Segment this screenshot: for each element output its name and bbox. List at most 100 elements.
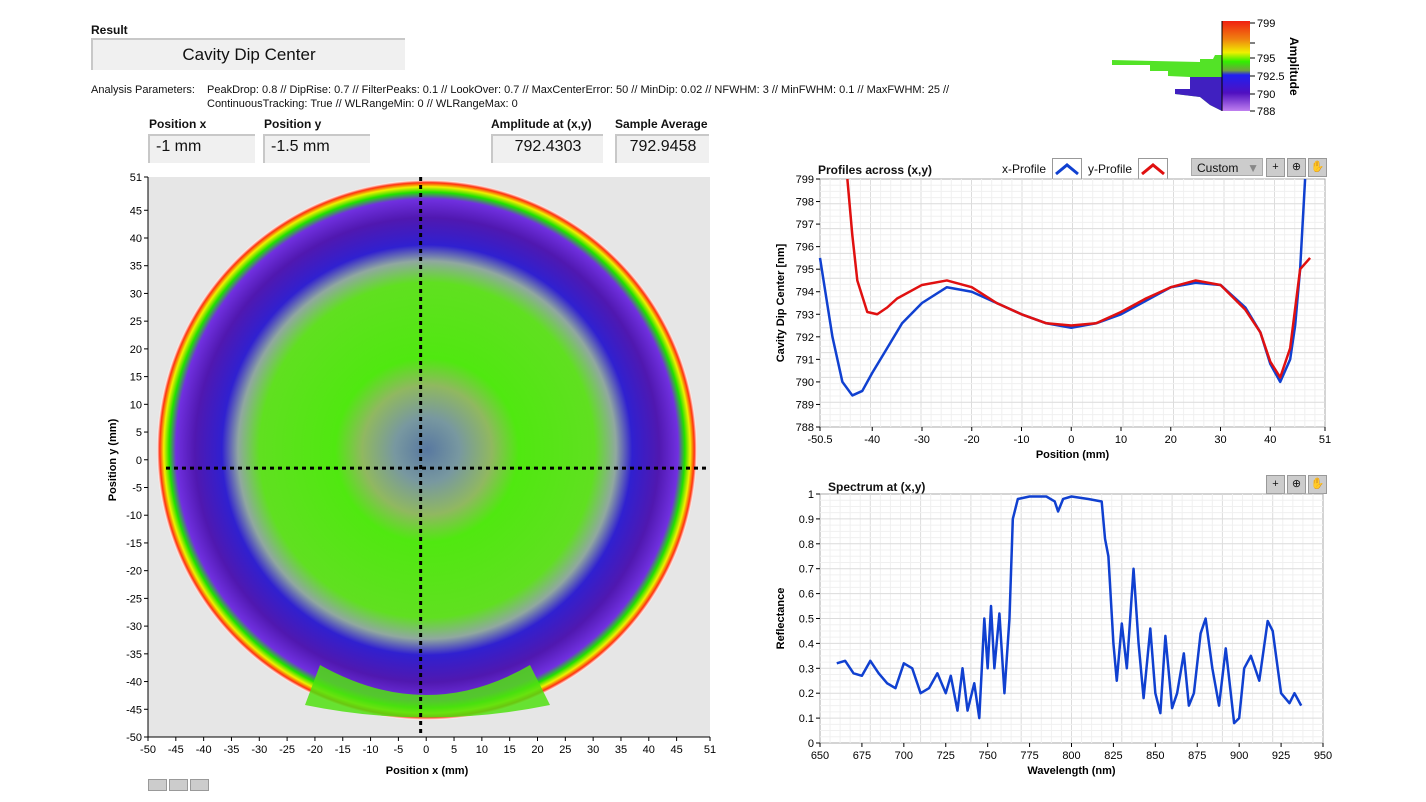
color-bar-tick-label: 792.5 (1257, 71, 1285, 83)
spectrum-x-tick-label: 775 (1020, 750, 1038, 762)
map-x-tick-label: 15 (504, 744, 516, 756)
map-x-tick-label: 30 (587, 744, 599, 756)
spectrum-y-tick-label: 0.7 (799, 564, 814, 576)
profiles-x-tick-label: 40 (1264, 434, 1276, 446)
profiles-y-tick-label: 794 (796, 287, 814, 299)
map-y-tick-label: -10 (126, 510, 142, 522)
position-x-label: Position x (149, 117, 207, 131)
profiles-chart[interactable]: -50.5 -40 -30 -20 -10 0 10 20 30 40 51 799 798 797 796… (760, 170, 1340, 470)
map-x-tick-label: -30 (251, 744, 267, 756)
scale-mode-value: Custom (1197, 161, 1239, 175)
map-y-tick-label: 20 (130, 344, 142, 356)
map-y-tick-label: 45 (130, 205, 142, 217)
pan-hand-icon[interactable]: ✋ (1308, 475, 1327, 494)
sample-average-label: Sample Average (615, 117, 708, 131)
map-x-tick-label: -50 (140, 744, 156, 756)
map-x-tick-label: -35 (224, 744, 240, 756)
color-bar[interactable]: 799 795 792.5 790 788 Amplitude (1100, 15, 1320, 125)
map-y-label: Position y (mm) (107, 418, 119, 501)
spectrum-x-tick-label: 825 (1104, 750, 1122, 762)
profiles-x-tick-label: 10 (1115, 434, 1127, 446)
spectrum-x-tick-label: 950 (1314, 750, 1332, 762)
profiles-x-tick-label: -50.5 (807, 434, 832, 446)
position-x-field[interactable]: -1 mm (148, 134, 255, 163)
cursor-tool-icon[interactable] (148, 779, 167, 791)
profiles-series-y-profile (846, 178, 1312, 379)
map-y-tick-label: -15 (126, 538, 142, 550)
spectrum-x-tick-label: 800 (1062, 750, 1080, 762)
profiles-title: Profiles across (x,y) (818, 163, 933, 177)
spectrum-y-tick-label: 0.3 (799, 663, 814, 675)
analysis-params-label: Analysis Parameters: (91, 84, 195, 96)
spectrum-y-tick-label: 0.5 (799, 614, 814, 626)
spectrum-y-tick-label: 0.1 (799, 713, 814, 725)
map-y-tick-label: -20 (126, 566, 142, 578)
profiles-x-tick-label: 51 (1319, 434, 1331, 446)
spectrum-x-tick-label: 850 (1146, 750, 1164, 762)
profiles-series-x-profile (818, 178, 1307, 397)
spectrum-y-tick-label: 0.8 (799, 539, 814, 551)
profiles-y-label: Cavity Dip Center [nm] (775, 243, 787, 362)
spectrum-x-label: Wavelength (nm) (1027, 765, 1116, 777)
analysis-params-line2: ContinuousTracking: True // WLRangeMin: … (207, 98, 518, 110)
map-x-tick-label: 25 (559, 744, 571, 756)
map-y-tick-label: -30 (126, 621, 142, 633)
result-label: Result (91, 23, 128, 37)
profiles-y-tick-label: 789 (796, 399, 814, 411)
spectrum-series-reflectance (836, 495, 1303, 725)
profiles-y-tick-label: 790 (796, 377, 814, 389)
color-bar-label: Amplitude (1287, 37, 1301, 96)
chevron-down-icon: ▼ (1247, 161, 1259, 175)
amplitude-value: 792.4303 (491, 134, 603, 163)
spectrum-y-tick-label: 1 (808, 489, 814, 501)
profiles-y-tick-label: 791 (796, 354, 814, 366)
map-y-tick-label: 0 (136, 455, 142, 467)
map-y-tick-label: 10 (130, 399, 142, 411)
legend-x-profile: x-Profile (1002, 162, 1047, 176)
position-y-label: Position y (264, 117, 322, 131)
spectrum-y-tick-label: 0 (808, 738, 814, 750)
profiles-x-tick-label: -40 (864, 434, 880, 446)
map-x-tick-label: 40 (643, 744, 655, 756)
map-x-tick-label: 5 (451, 744, 457, 756)
scale-mode-dropdown[interactable]: Custom ▼ (1191, 158, 1263, 176)
profiles-x-tick-label: -10 (1014, 434, 1030, 446)
map-x-tick-label: -20 (307, 744, 323, 756)
legend-y-profile: y-Profile (1088, 162, 1133, 176)
analysis-params-line1: PeakDrop: 0.8 // DipRise: 0.7 // FilterP… (207, 84, 950, 96)
cursor-tool-icon[interactable]: + (1266, 158, 1285, 177)
zoom-tool-icon[interactable]: ⊕ (1287, 158, 1306, 177)
position-y-field[interactable]: -1.5 mm (263, 134, 370, 163)
profiles-x-tick-label: -20 (964, 434, 980, 446)
map-y-tick-label: -25 (126, 593, 142, 605)
map-x-tick-label: 35 (615, 744, 627, 756)
zoom-tool-icon[interactable] (169, 779, 188, 791)
profiles-legend: x-Profile y-Profile (1002, 158, 1169, 180)
pan-hand-icon[interactable] (190, 779, 209, 791)
profiles-x-label: Position (mm) (1036, 449, 1110, 461)
profiles-y-tick-label: 788 (796, 422, 814, 434)
spectrum-x-tick-label: 675 (853, 750, 871, 762)
spectrum-y-tick-label: 0.6 (799, 589, 814, 601)
profiles-x-tick-label: 20 (1165, 434, 1177, 446)
color-bar-tick-label: 799 (1257, 18, 1275, 30)
spectrum-x-tick-label: 925 (1272, 750, 1290, 762)
profiles-y-tick-label: 793 (796, 309, 814, 321)
amplitude-label: Amplitude at (x,y) (491, 117, 592, 131)
map-x-label: Position x (mm) (386, 765, 469, 777)
spectrum-x-tick-label: 900 (1230, 750, 1248, 762)
map-y-tick-label: 51 (130, 172, 142, 184)
profiles-x-tick-label: -30 (914, 434, 930, 446)
color-bar-tick-label: 790 (1257, 89, 1275, 101)
profiles-y-tick-label: 795 (796, 264, 814, 276)
spectrum-y-label: Reflectance (775, 588, 787, 650)
map-x-tick-label: -10 (363, 744, 379, 756)
color-bar-tick-label: 788 (1257, 106, 1275, 118)
profiles-y-tick-label: 796 (796, 242, 814, 254)
map-x-tick-label: -5 (394, 744, 404, 756)
map-x-tick-label: -40 (196, 744, 212, 756)
spectrum-chart[interactable]: 650 675 700 725 750 775 800 825 850 875 900 925 950 1… (760, 485, 1340, 795)
pan-hand-icon[interactable]: ✋ (1308, 158, 1327, 177)
intensity-map[interactable]: -50 -45 -40 -35 -30 -25 -20 -15 -10 -5 0 5 10 15 20 25 3… (90, 165, 730, 785)
result-selector[interactable]: Cavity Dip Center (91, 38, 405, 70)
